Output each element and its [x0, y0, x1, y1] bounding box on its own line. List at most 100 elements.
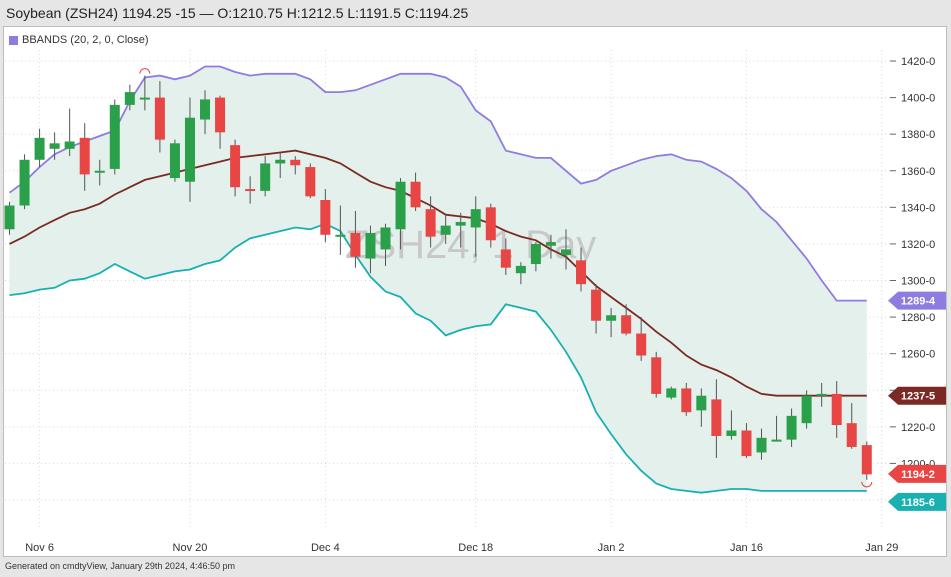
- candle-body: [139, 97, 150, 100]
- middle-band-tag: 1237-5: [888, 386, 946, 405]
- candle[interactable]: [651, 351, 662, 398]
- candle[interactable]: [184, 97, 195, 202]
- candle[interactable]: [215, 95, 226, 149]
- candle[interactable]: [756, 428, 767, 460]
- chart-header: Soybean (ZSH24) 1194.25 -15 — O:1210.75 …: [0, 0, 951, 26]
- candle[interactable]: [4, 201, 15, 235]
- candle[interactable]: [515, 262, 526, 285]
- candle[interactable]: [350, 210, 361, 268]
- candle[interactable]: [260, 156, 271, 197]
- bollinger-band-lines: [8, 65, 867, 494]
- candle[interactable]: [64, 108, 75, 157]
- candle-body: [606, 315, 617, 321]
- candle[interactable]: [741, 423, 752, 458]
- candle-body: [621, 315, 632, 334]
- candle[interactable]: [455, 212, 466, 248]
- candle-body: [410, 181, 421, 208]
- candle-body: [94, 170, 105, 173]
- candle[interactable]: [425, 196, 436, 248]
- candle[interactable]: [530, 242, 541, 272]
- candle[interactable]: [726, 410, 737, 440]
- candle[interactable]: [861, 441, 872, 480]
- candle[interactable]: [831, 381, 842, 438]
- upper-band-tag-shape: [888, 291, 946, 310]
- candle[interactable]: [275, 152, 286, 179]
- candle[interactable]: [124, 84, 135, 111]
- candle-body: [470, 209, 481, 228]
- candle[interactable]: [320, 189, 331, 243]
- candle[interactable]: [380, 223, 391, 266]
- y-tick-label: 1300-0: [901, 276, 935, 288]
- candle[interactable]: [485, 203, 496, 248]
- candle[interactable]: [711, 379, 722, 458]
- candle[interactable]: [335, 205, 346, 255]
- high-marker: [139, 68, 151, 74]
- x-tick-label: Nov 20: [173, 542, 208, 554]
- candle[interactable]: [576, 247, 587, 292]
- candle[interactable]: [591, 284, 602, 334]
- candle[interactable]: [500, 238, 511, 276]
- candle-body: [109, 104, 120, 169]
- candle[interactable]: [786, 408, 797, 447]
- candle-body: [560, 249, 571, 255]
- candle-body: [245, 189, 256, 192]
- candle[interactable]: [606, 307, 617, 338]
- candle[interactable]: [200, 90, 211, 135]
- x-tick-label: Jan 29: [865, 542, 898, 554]
- candle[interactable]: [440, 214, 451, 244]
- x-tick-label: Dec 4: [311, 542, 340, 554]
- candle[interactable]: [696, 388, 707, 427]
- y-tick-label: 1260-0: [901, 349, 935, 361]
- candle-body: [350, 232, 361, 257]
- candle[interactable]: [245, 176, 256, 204]
- candle-body: [666, 388, 677, 398]
- indicator-legend[interactable]: BBANDS (20, 2, 0, Close): [9, 34, 149, 46]
- candle-body: [576, 260, 587, 285]
- lower-band-tag-label: 1185-6: [901, 497, 935, 509]
- candle[interactable]: [545, 234, 556, 259]
- candle[interactable]: [109, 99, 120, 175]
- candle-body: [861, 445, 872, 475]
- candle[interactable]: [395, 178, 406, 250]
- close-price-tag-shape: [888, 464, 946, 483]
- candle[interactable]: [230, 139, 241, 197]
- y-tick-label: 1280-0: [901, 312, 935, 324]
- candle[interactable]: [470, 196, 481, 257]
- x-tick-label: Dec 18: [458, 542, 493, 554]
- candle[interactable]: [305, 163, 316, 199]
- candle[interactable]: [846, 403, 857, 449]
- candle[interactable]: [560, 229, 571, 270]
- candle-body: [786, 415, 797, 440]
- candle[interactable]: [816, 382, 827, 407]
- candlesticks[interactable]: [4, 75, 872, 480]
- candle[interactable]: [365, 225, 376, 274]
- candle-body: [455, 221, 466, 226]
- candle[interactable]: [771, 415, 782, 442]
- candle-body: [741, 430, 752, 457]
- candle[interactable]: [636, 317, 647, 361]
- candle-body: [215, 97, 226, 133]
- candle[interactable]: [681, 382, 692, 416]
- candle[interactable]: [801, 390, 812, 429]
- candle-body: [154, 97, 165, 140]
- candle[interactable]: [621, 304, 632, 336]
- candle[interactable]: [410, 172, 421, 211]
- candle[interactable]: [19, 154, 30, 210]
- candle-body: [335, 234, 346, 237]
- candle[interactable]: [290, 156, 301, 175]
- candle-body: [184, 117, 195, 182]
- bollinger-band-fill: [9, 66, 867, 493]
- candle-body: [771, 439, 782, 442]
- candle[interactable]: [169, 139, 180, 182]
- candle[interactable]: [34, 128, 45, 168]
- candle-body: [64, 141, 75, 149]
- candle[interactable]: [154, 81, 165, 153]
- candle[interactable]: [666, 386, 677, 400]
- candle[interactable]: [139, 75, 150, 111]
- x-tick-label: Jan 16: [730, 542, 763, 554]
- candle[interactable]: [49, 132, 60, 160]
- candle[interactable]: [79, 123, 90, 191]
- y-tick-label: 1320-0: [901, 239, 935, 251]
- candle[interactable]: [94, 159, 105, 186]
